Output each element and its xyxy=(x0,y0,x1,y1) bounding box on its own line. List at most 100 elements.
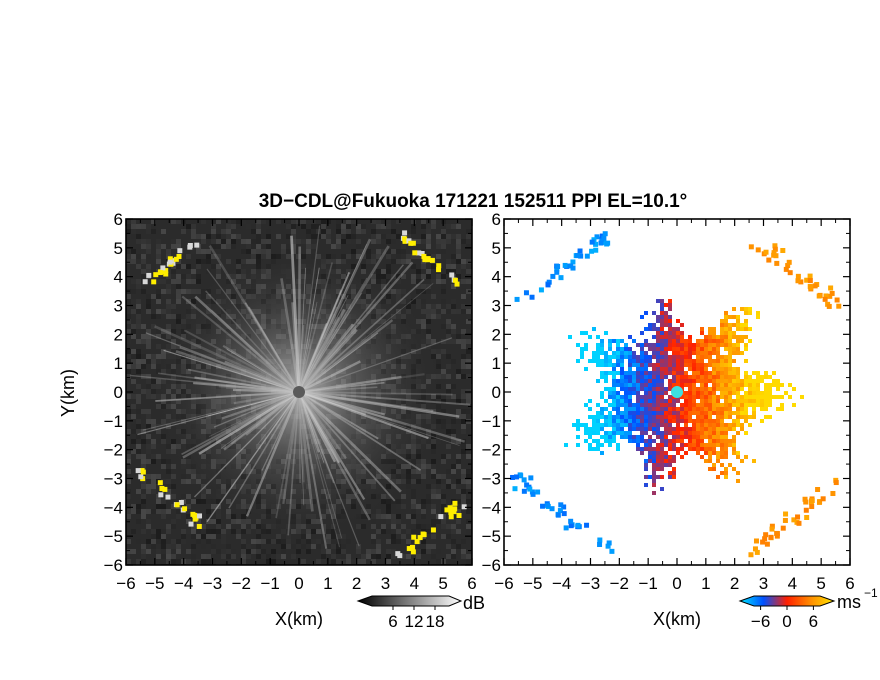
velocity-cell xyxy=(624,419,628,423)
velocity-cell xyxy=(656,347,660,351)
noise-cell xyxy=(341,219,346,224)
velocity-cell xyxy=(736,315,740,319)
noise-cell xyxy=(421,274,426,279)
noise-cell xyxy=(451,439,456,444)
velocity-cell xyxy=(724,455,728,459)
velocity-cell xyxy=(692,387,696,391)
velocity-cell xyxy=(640,431,644,435)
velocity-cell xyxy=(640,439,644,443)
velocity-cell xyxy=(648,391,652,395)
noise-cell xyxy=(351,219,356,224)
velocity-cell xyxy=(696,395,700,399)
noise-cell xyxy=(206,254,211,259)
velocity-cell xyxy=(660,351,664,355)
noise-cell xyxy=(136,264,141,269)
noise-cell xyxy=(411,504,416,509)
velocity-cell xyxy=(712,451,716,455)
noise-cell xyxy=(146,509,151,514)
corner-echo-cell xyxy=(804,277,810,283)
noise-cell xyxy=(431,464,436,469)
strong-echo-cell xyxy=(158,492,164,498)
noise-cell xyxy=(311,224,316,229)
noise-cell xyxy=(451,359,456,364)
velocity-cell xyxy=(640,355,644,359)
noise-cell xyxy=(351,234,356,239)
noise-cell xyxy=(241,559,246,564)
velocity-cell xyxy=(636,395,640,399)
velocity-cell xyxy=(644,427,648,431)
velocity-cell xyxy=(628,359,632,363)
noise-cell xyxy=(126,394,131,399)
noise-cell xyxy=(356,224,361,229)
velocity-cell xyxy=(588,335,592,339)
velocity-cell xyxy=(660,359,664,363)
noise-cell xyxy=(326,539,331,544)
noise-cell xyxy=(236,234,241,239)
velocity-cell xyxy=(644,351,648,355)
noise-cell xyxy=(446,239,451,244)
noise-cell xyxy=(446,524,451,529)
noise-cell xyxy=(141,359,146,364)
velocity-cell xyxy=(712,391,716,395)
noise-cell xyxy=(151,454,156,459)
velocity-cell xyxy=(720,363,724,367)
colorbar-bar xyxy=(738,595,836,607)
velocity-cell xyxy=(660,435,664,439)
noise-cell xyxy=(146,254,151,259)
velocity-cell xyxy=(580,423,584,427)
noise-cell xyxy=(456,549,461,554)
velocity-cell xyxy=(660,343,664,347)
strong-echo-cell xyxy=(177,248,183,254)
noise-cell xyxy=(456,529,461,534)
velocity-cell xyxy=(688,427,692,431)
velocity-cell xyxy=(728,339,732,343)
velocity-cell xyxy=(632,423,636,427)
noise-cell xyxy=(146,484,151,489)
velocity-cell xyxy=(684,343,688,347)
velocity-cell xyxy=(672,375,676,379)
noise-cell xyxy=(166,549,171,554)
velocity-cell xyxy=(732,403,736,407)
noise-cell xyxy=(441,409,446,414)
noise-cell xyxy=(451,529,456,534)
velocity-cell xyxy=(672,327,676,331)
noise-cell xyxy=(436,234,441,239)
noise-cell xyxy=(386,234,391,239)
velocity-cell xyxy=(652,335,656,339)
velocity-cell xyxy=(600,371,604,375)
corner-echo-cell xyxy=(795,273,801,279)
velocity-cell xyxy=(664,375,668,379)
noise-cell xyxy=(291,544,296,549)
velocity-cell xyxy=(664,303,668,307)
noise-cell xyxy=(126,319,131,324)
echo-streak xyxy=(261,391,300,471)
velocity-cell xyxy=(724,323,728,327)
noise-cell xyxy=(216,239,221,244)
noise-cell xyxy=(126,539,131,544)
velocity-cell xyxy=(736,431,740,435)
velocity-cell xyxy=(716,387,720,391)
x-tick-label: −3 xyxy=(203,574,222,593)
velocity-cell xyxy=(704,395,708,399)
noise-cell xyxy=(146,424,151,429)
velocity-cell xyxy=(604,419,608,423)
echo-streak xyxy=(218,384,300,394)
velocity-cell xyxy=(752,387,756,391)
velocity-cell xyxy=(644,355,648,359)
velocity-cell xyxy=(724,471,728,475)
noise-cell xyxy=(456,234,461,239)
noise-cell xyxy=(226,529,231,534)
corner-echo-cell xyxy=(557,508,563,514)
x-tick-label: 3 xyxy=(381,574,390,593)
velocity-cell xyxy=(696,435,700,439)
noise-cell xyxy=(136,504,141,509)
noise-cell xyxy=(456,239,461,244)
velocity-cell xyxy=(588,415,592,419)
x-tick-label: 4 xyxy=(410,574,419,593)
velocity-cell xyxy=(644,439,648,443)
velocity-cell xyxy=(708,411,712,415)
noise-cell xyxy=(336,549,341,554)
noise-cell xyxy=(326,219,331,224)
velocity-cell xyxy=(644,415,648,419)
noise-cell xyxy=(166,479,171,484)
